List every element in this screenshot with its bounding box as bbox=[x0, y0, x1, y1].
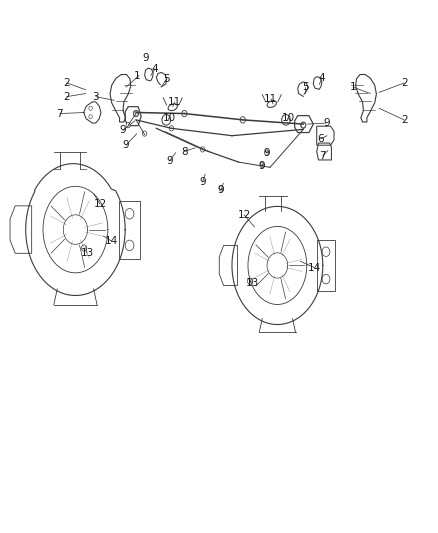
Text: 7: 7 bbox=[57, 109, 63, 118]
Circle shape bbox=[265, 150, 269, 155]
Text: 4: 4 bbox=[152, 64, 158, 74]
Circle shape bbox=[260, 163, 265, 168]
Text: 13: 13 bbox=[246, 278, 259, 288]
Circle shape bbox=[182, 110, 187, 117]
Text: 9: 9 bbox=[323, 118, 329, 128]
Text: 2: 2 bbox=[64, 92, 70, 102]
Text: 4: 4 bbox=[318, 72, 325, 83]
Text: 13: 13 bbox=[81, 248, 94, 259]
Text: 5: 5 bbox=[163, 74, 170, 84]
Circle shape bbox=[201, 147, 205, 152]
Text: 3: 3 bbox=[92, 92, 99, 102]
Text: 2: 2 bbox=[401, 78, 407, 88]
Text: 2: 2 bbox=[64, 78, 70, 88]
Circle shape bbox=[169, 126, 173, 131]
Text: 5: 5 bbox=[302, 82, 309, 92]
Circle shape bbox=[301, 122, 306, 128]
Text: 11: 11 bbox=[264, 94, 278, 104]
Text: 7: 7 bbox=[319, 151, 326, 161]
Text: 9: 9 bbox=[263, 148, 270, 158]
Circle shape bbox=[240, 117, 245, 123]
Text: 12: 12 bbox=[237, 210, 251, 220]
Circle shape bbox=[126, 123, 131, 128]
Circle shape bbox=[301, 123, 305, 128]
Text: 9: 9 bbox=[218, 185, 224, 195]
Text: 1: 1 bbox=[134, 70, 140, 80]
Text: 9: 9 bbox=[123, 140, 129, 150]
Text: 6: 6 bbox=[317, 134, 324, 144]
Text: 9: 9 bbox=[142, 53, 149, 63]
Circle shape bbox=[219, 186, 223, 191]
Text: 11: 11 bbox=[168, 97, 181, 107]
Text: 8: 8 bbox=[181, 147, 188, 157]
Text: 9: 9 bbox=[258, 161, 265, 171]
Text: 1: 1 bbox=[350, 82, 357, 92]
Text: 10: 10 bbox=[282, 113, 295, 123]
Circle shape bbox=[142, 131, 147, 136]
Circle shape bbox=[134, 111, 138, 116]
Text: 9: 9 bbox=[166, 156, 173, 166]
Text: 2: 2 bbox=[401, 115, 407, 125]
Text: 14: 14 bbox=[307, 263, 321, 272]
Text: 12: 12 bbox=[93, 199, 107, 209]
Text: 9: 9 bbox=[120, 125, 126, 135]
Text: 9: 9 bbox=[199, 177, 206, 187]
Text: 14: 14 bbox=[105, 236, 118, 246]
Circle shape bbox=[134, 110, 138, 117]
Text: 10: 10 bbox=[162, 113, 176, 123]
